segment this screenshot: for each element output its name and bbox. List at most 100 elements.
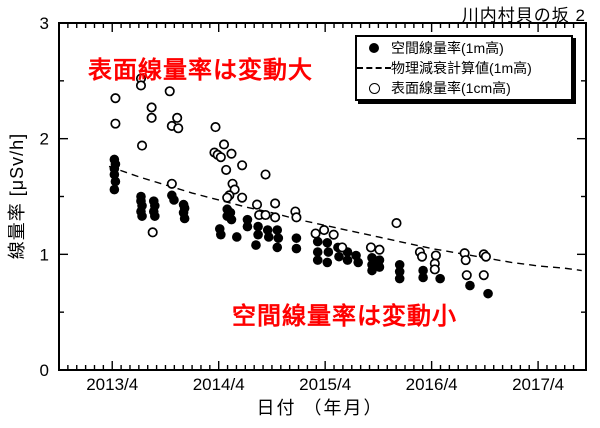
space-dose-point (242, 221, 253, 232)
legend-item-decay-line: 物理減衰計算値(1m高) (357, 58, 571, 78)
surface-dose-point (480, 251, 491, 262)
space-dose-point (374, 255, 385, 265)
space-dose-point (435, 273, 445, 284)
space-dose-point (150, 211, 160, 221)
space-dose-point (291, 243, 302, 254)
space-dose-point (110, 176, 121, 187)
legend-label: 表面線量率(1cm高) (391, 80, 511, 96)
y-tick-label: 0 (40, 361, 49, 380)
surface-dose-point (226, 148, 237, 159)
space-dose-point (394, 273, 405, 284)
surface-dose-point (222, 192, 233, 203)
space-dose-point (312, 255, 323, 265)
space-dose-point (465, 280, 475, 291)
surface-dose-point (172, 112, 183, 123)
surface-dose-point (270, 212, 281, 223)
surface-dose-point (136, 140, 148, 151)
x-tick-label: 2014/4 (193, 375, 245, 394)
filled-circle-icon (357, 43, 391, 53)
surface-dose-point (319, 224, 330, 236)
surface-dose-point (110, 118, 121, 129)
y-tick-label: 2 (40, 130, 49, 149)
surface-dose-point (310, 228, 321, 239)
space-dose-point (322, 257, 333, 268)
space-dose-point (394, 266, 405, 277)
space-dose-point (253, 229, 263, 240)
space-dose-point (323, 247, 334, 257)
space-dose-point (226, 214, 237, 225)
surface-dose-point (416, 251, 428, 262)
surface-dose-point (166, 178, 177, 189)
legend-item-surface-dose: 表面線量率(1cm高) (357, 78, 571, 98)
decay-line (108, 165, 582, 272)
space-dose-point (251, 240, 261, 250)
legend-label: 空間線量率(1m高) (391, 40, 504, 56)
space-dose-point (169, 195, 179, 205)
space-dose-point (291, 233, 302, 243)
space-dose-point (216, 229, 226, 240)
surface-dose-point (374, 244, 385, 255)
y-tick-label: 3 (40, 14, 49, 33)
surface-dose-point (251, 199, 263, 210)
space-dose-point (353, 257, 363, 268)
space-dose-point (322, 237, 333, 248)
surface-dose-point (146, 102, 157, 113)
space-dose-point (242, 214, 253, 225)
chart-title: 川内村貝の坂 2 (461, 6, 586, 25)
surface-dose-point (270, 198, 281, 209)
space-dose-point (253, 221, 263, 232)
surface-dose-point (260, 169, 271, 180)
surface-dose-point (215, 152, 226, 163)
surface-dose-point (430, 250, 441, 261)
surface-dose-point (146, 112, 157, 123)
x-tick-label: 2017/4 (512, 375, 564, 394)
surface-dose-point (173, 123, 184, 134)
annotation-space-variation: 空間線量率は変動小 (232, 303, 457, 330)
surface-dose-point (478, 270, 489, 281)
y-tick-label: 1 (40, 245, 49, 264)
space-dose-point (231, 232, 242, 242)
surface-dose-point (460, 255, 471, 266)
space-dose-point (342, 255, 353, 265)
space-dose-point (272, 225, 283, 235)
x-tick-label: 2015/4 (299, 375, 351, 394)
surface-dose-point (461, 270, 472, 281)
space-dose-point (263, 232, 274, 242)
legend: 空間線量率(1m高) 物理減衰計算値(1m高) 表面線量率(1cm高) (355, 35, 573, 101)
space-dose-point (367, 253, 377, 263)
y-axis-title: 線量率 [μSv/h] (7, 132, 27, 260)
surface-dose-point (237, 192, 248, 203)
space-dose-point (367, 265, 377, 276)
space-dose-point (137, 211, 147, 221)
surface-dose-point (135, 80, 147, 91)
surface-dose-point (110, 93, 121, 104)
space-dose-point (312, 247, 323, 257)
legend-item-space-dose: 空間線量率(1m高) (357, 38, 571, 58)
surface-dose-point (365, 242, 376, 253)
surface-dose-point (429, 264, 440, 275)
space-dose-point (418, 272, 428, 283)
x-tick-label: 2013/4 (86, 375, 138, 394)
space-dose-point (334, 251, 344, 262)
surface-dose-point (237, 160, 248, 171)
space-dose-point (394, 259, 405, 270)
space-dose-point (418, 265, 428, 276)
space-dose-point (272, 242, 283, 253)
space-dose-point (109, 184, 120, 195)
surface-dose-point (260, 209, 271, 221)
surface-dose-point (328, 229, 339, 240)
dashed-line-icon (357, 67, 391, 69)
surface-dose-point (391, 218, 402, 229)
space-dose-point (483, 288, 493, 299)
x-tick-label: 2016/4 (406, 375, 458, 394)
surface-dose-point (221, 164, 232, 175)
space-dose-point (312, 236, 323, 247)
surface-dose-point (147, 227, 158, 238)
open-circle-icon (357, 82, 391, 94)
surface-dose-point (337, 242, 348, 253)
surface-dose-point (210, 122, 221, 133)
annotation-surface-variation: 表面線量率は変動大 (88, 57, 313, 84)
legend-label: 物理減衰計算値(1m高) (391, 60, 532, 76)
